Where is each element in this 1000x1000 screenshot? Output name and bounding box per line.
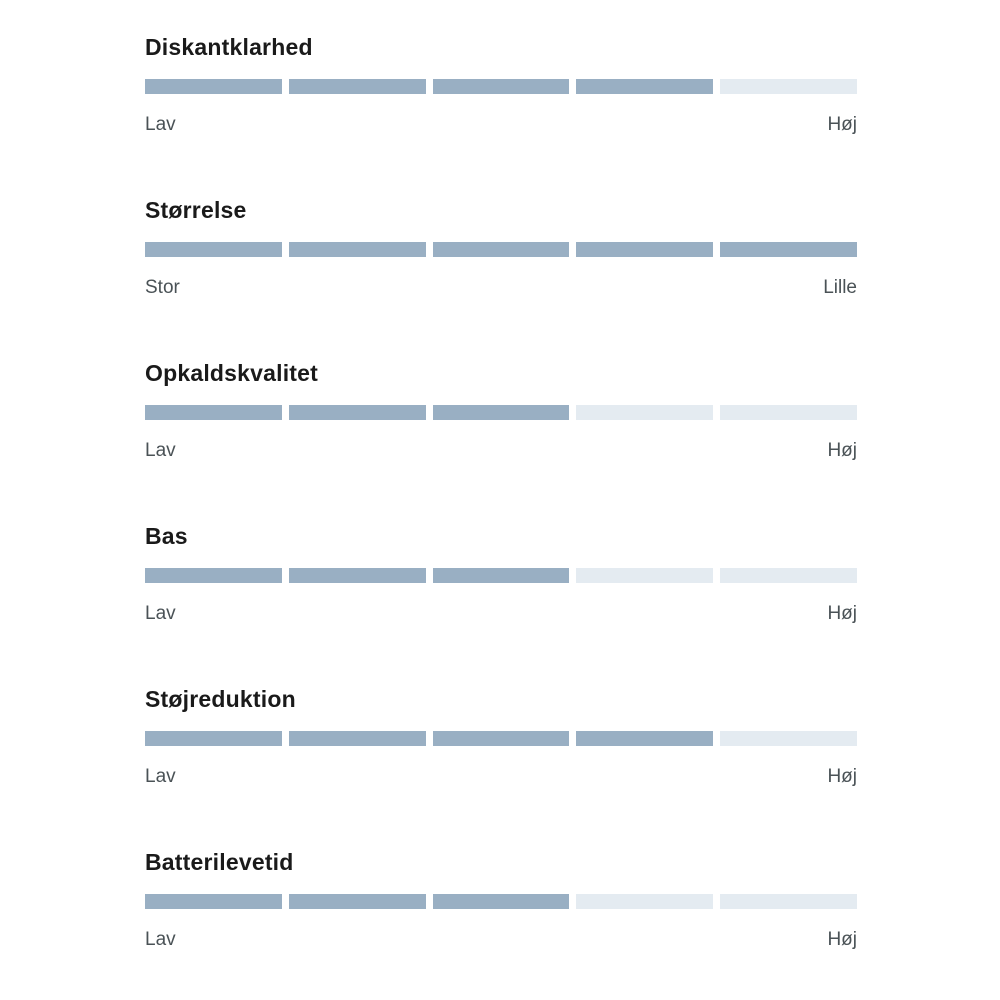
rating-segment-filled xyxy=(145,894,282,909)
rating-scale-labels: Lav Høj xyxy=(145,114,857,136)
rating-title: Opkaldskvalitet xyxy=(145,360,319,386)
rating-segment-filled xyxy=(432,242,570,257)
rating-scale-labels: Lav Høj xyxy=(145,603,857,625)
rating-title: Batterilevetid xyxy=(145,849,294,875)
rating-row: Bas Lav Høj xyxy=(145,523,857,625)
rating-segment-filled xyxy=(145,731,282,746)
rating-row: Batterilevetid Lav Høj xyxy=(145,849,857,951)
rating-segment-empty xyxy=(576,568,714,583)
rating-segment-filled xyxy=(432,79,570,94)
rating-segment-empty xyxy=(576,405,714,420)
rating-segment-filled xyxy=(145,405,282,420)
rating-row: Størrelse Stor Lille xyxy=(145,197,857,299)
rating-row: Opkaldskvalitet Lav Høj xyxy=(145,360,857,462)
rating-bar xyxy=(145,731,857,746)
rating-segment-filled xyxy=(576,79,714,94)
rating-max-label: Høj xyxy=(827,114,857,135)
rating-min-label: Lav xyxy=(145,766,176,787)
rating-bar xyxy=(145,568,857,583)
rating-segment-filled xyxy=(576,731,714,746)
rating-segment-filled xyxy=(145,242,282,257)
rating-segment-filled xyxy=(145,568,282,583)
rating-segment-empty xyxy=(720,894,857,909)
rating-max-label: Høj xyxy=(827,766,857,787)
rating-segment-empty xyxy=(720,405,857,420)
rating-segment-filled xyxy=(432,568,570,583)
rating-segment-empty xyxy=(576,894,714,909)
rating-scale-labels: Stor Lille xyxy=(145,277,857,299)
rating-row: Diskantklarhed Lav Høj xyxy=(145,34,857,136)
rating-title: Støjreduktion xyxy=(145,686,296,712)
rating-max-label: Høj xyxy=(827,440,857,461)
rating-segment-filled xyxy=(288,79,426,94)
rating-min-label: Stor xyxy=(145,277,180,298)
rating-segment-filled xyxy=(432,405,570,420)
ratings-list: Diskantklarhed Lav Høj Størrelse Stor Li… xyxy=(145,34,857,1000)
rating-segment-filled xyxy=(288,405,426,420)
rating-min-label: Lav xyxy=(145,440,176,461)
rating-segment-filled xyxy=(288,568,426,583)
rating-scale-labels: Lav Høj xyxy=(145,766,857,788)
rating-scale-labels: Lav Høj xyxy=(145,929,857,951)
rating-bar xyxy=(145,894,857,909)
rating-title: Størrelse xyxy=(145,197,247,223)
rating-bar xyxy=(145,79,857,94)
rating-max-label: Høj xyxy=(827,929,857,950)
rating-segment-filled xyxy=(432,731,570,746)
rating-scale-labels: Lav Høj xyxy=(145,440,857,462)
rating-segment-filled xyxy=(288,894,426,909)
rating-title: Bas xyxy=(145,523,188,549)
rating-bar xyxy=(145,242,857,257)
rating-segment-filled xyxy=(576,242,714,257)
rating-segment-filled xyxy=(288,731,426,746)
rating-segment-empty xyxy=(720,79,857,94)
rating-bar xyxy=(145,405,857,420)
rating-segment-filled xyxy=(145,79,282,94)
rating-max-label: Høj xyxy=(827,603,857,624)
rating-max-label: Lille xyxy=(823,277,857,298)
rating-segment-filled xyxy=(288,242,426,257)
rating-segment-filled xyxy=(720,242,857,257)
rating-min-label: Lav xyxy=(145,114,176,135)
rating-segment-filled xyxy=(432,894,570,909)
rating-segment-empty xyxy=(720,568,857,583)
rating-min-label: Lav xyxy=(145,929,176,950)
rating-segment-empty xyxy=(720,731,857,746)
rating-row: Støjreduktion Lav Høj xyxy=(145,686,857,788)
rating-min-label: Lav xyxy=(145,603,176,624)
rating-title: Diskantklarhed xyxy=(145,34,313,60)
